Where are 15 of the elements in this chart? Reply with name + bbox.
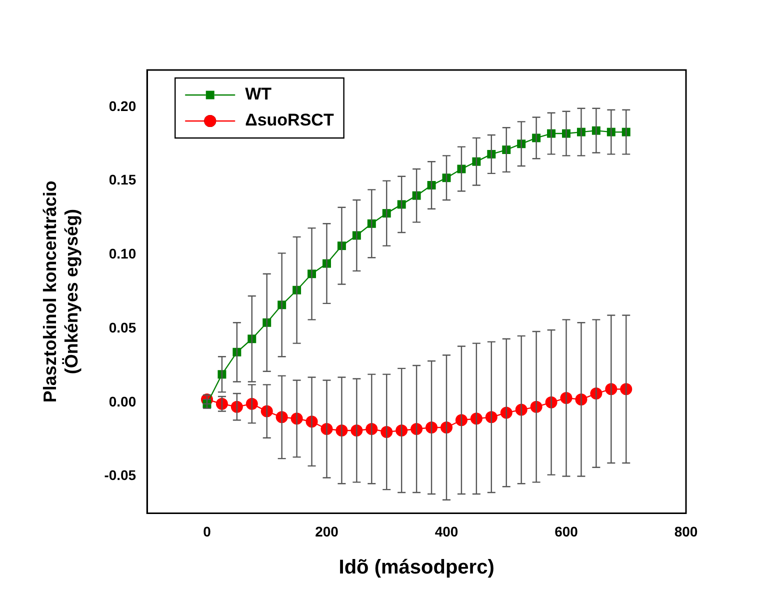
y-tick-label: 0.05 — [108, 319, 136, 336]
y-axis-title: Plasztokinol koncentrácio (Önkényes egység) — [40, 180, 82, 403]
y-tick-label: -0.05 — [104, 467, 136, 484]
legend-label: WT — [245, 84, 272, 104]
x-tick-label: 800 — [674, 523, 698, 540]
y-tick-label: 0.20 — [108, 98, 136, 114]
x-tick-label: 200 — [315, 523, 339, 540]
x-tick-label: 0 — [203, 523, 212, 540]
x-tick-label: 400 — [434, 523, 458, 540]
y-tick-label: 0.10 — [108, 246, 136, 262]
x-axis-title: Idõ (másodperc) — [338, 556, 494, 579]
y-tick-label: 0.00 — [108, 393, 136, 410]
y-tick-label: 0.15 — [108, 172, 136, 188]
x-tick-label: 600 — [554, 523, 578, 540]
legend-label: ΔsuoRSCT — [245, 110, 334, 130]
